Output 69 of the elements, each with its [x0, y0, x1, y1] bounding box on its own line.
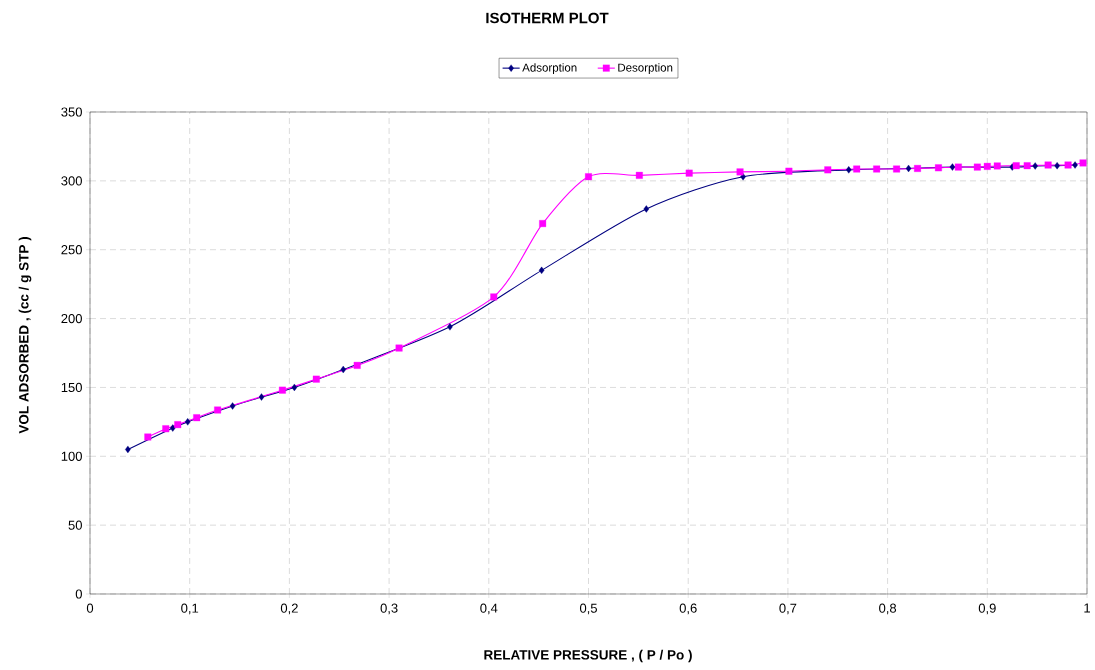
y-tick-label: 300 [61, 176, 82, 186]
point [845, 166, 852, 174]
y-tick-label: 150 [61, 382, 82, 393]
point [353, 361, 361, 369]
point [685, 169, 693, 177]
point [993, 162, 1001, 170]
y-tick-label: 100 [61, 451, 82, 461]
point [973, 163, 981, 171]
x-tick-label: 1 [1084, 603, 1090, 613]
x-tick-label: 0,4 [480, 603, 498, 615]
y-tick-label: 250 [61, 245, 82, 255]
point [1044, 161, 1052, 169]
point [291, 383, 298, 392]
point [873, 165, 881, 173]
point [229, 402, 236, 410]
point [853, 165, 861, 173]
point [174, 421, 182, 429]
x-axis-title: RELATIVE PRESSURE , ( P / Po ) [484, 649, 692, 663]
y-tick-label: 0 [75, 589, 82, 599]
point [1054, 162, 1060, 170]
point [935, 164, 942, 172]
point [1012, 162, 1020, 170]
x-tick-label: 0,8 [879, 603, 897, 615]
point [736, 168, 744, 176]
point [905, 164, 912, 173]
x-tick-label: 0 [86, 603, 94, 613]
point [214, 406, 222, 414]
point [914, 165, 921, 172]
x-tick-label: 0,7 [779, 603, 797, 615]
x-tick-label: 0,9 [978, 603, 996, 615]
x-tick-label: 0,1 [181, 603, 199, 615]
point [585, 173, 592, 181]
point [1064, 161, 1072, 169]
point [539, 220, 547, 227]
y-tick-label: 350 [61, 107, 82, 117]
point [1023, 162, 1031, 170]
point [278, 386, 286, 394]
point [312, 375, 320, 383]
point [949, 163, 956, 171]
point [954, 163, 962, 171]
point [144, 433, 152, 441]
chart-title: ISOTHERM PLOT [486, 12, 609, 24]
y-tick-label: 200 [61, 313, 82, 324]
legend-label: Desorption [618, 63, 673, 74]
point [893, 165, 901, 173]
point [983, 162, 991, 170]
point [785, 167, 793, 175]
y-axis-title: VOL ADSORBED , (cc / g STP ) [18, 237, 32, 434]
point [1079, 159, 1087, 167]
point [490, 293, 498, 301]
point [1032, 162, 1038, 170]
point [1072, 161, 1078, 169]
x-tick-label: 0,2 [280, 603, 298, 615]
x-tick-label: 0,6 [679, 603, 697, 615]
x-tick-label: 0,5 [579, 603, 597, 615]
x-tick-label: 0,3 [380, 603, 398, 615]
point [538, 266, 545, 275]
legend-label: Adsorption [522, 63, 577, 74]
point [824, 166, 832, 174]
y-tick-label: 50 [68, 520, 82, 530]
point [635, 171, 643, 179]
point [340, 365, 347, 374]
point [258, 393, 265, 401]
point [193, 414, 201, 422]
point [643, 205, 650, 213]
point [447, 323, 453, 331]
point [162, 425, 170, 433]
point [395, 344, 403, 352]
point [184, 418, 191, 426]
